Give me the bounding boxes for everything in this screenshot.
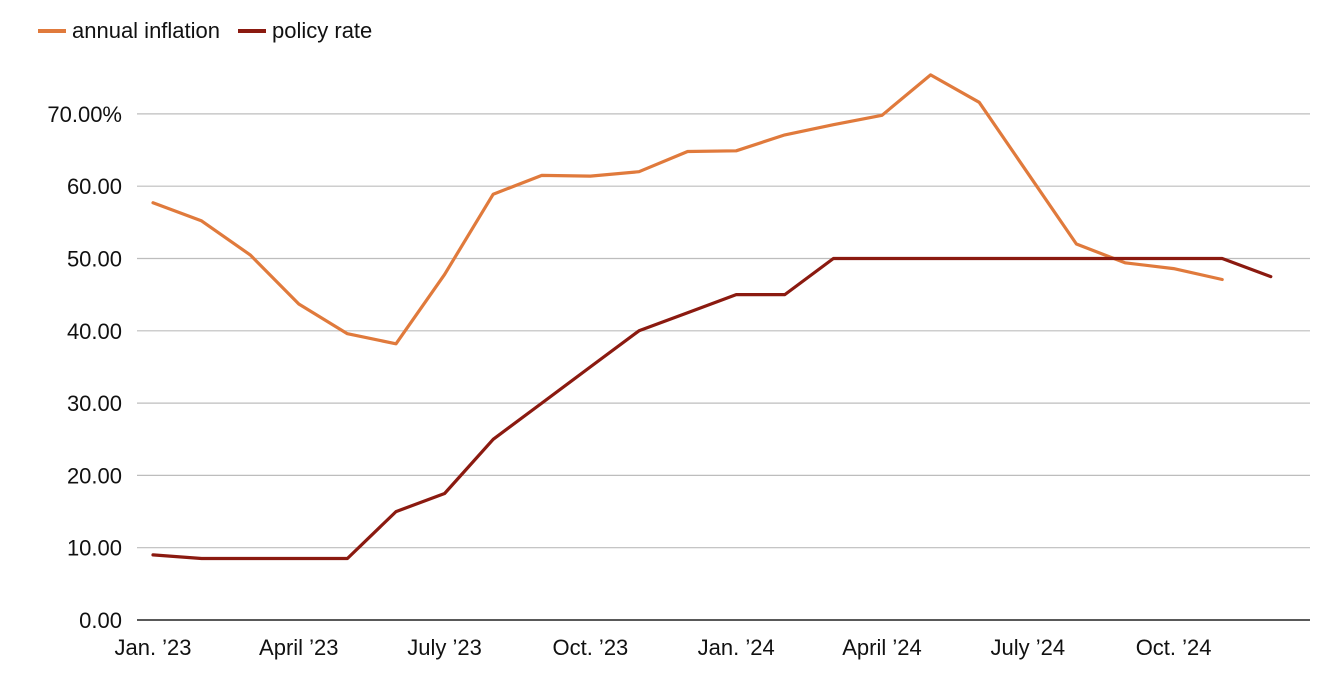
legend-item-policy-rate: policy rate — [238, 18, 372, 44]
legend-label-annual-inflation: annual inflation — [72, 18, 221, 43]
y-tick-label: 10.00 — [67, 536, 122, 561]
x-tick-label: Jan. ’23 — [114, 635, 191, 660]
x-tick-label: July ’23 — [407, 635, 482, 660]
chart-legend: annual inflation policy rate — [38, 18, 390, 44]
x-tick-label: July ’24 — [991, 635, 1066, 660]
x-tick-label: Oct. ’23 — [552, 635, 628, 660]
y-tick-label: 20.00 — [67, 463, 122, 488]
y-tick-label: 40.00 — [67, 319, 122, 344]
legend-swatch-annual-inflation — [38, 29, 66, 33]
y-tick-label: 50.00 — [67, 247, 122, 272]
x-tick-label: Jan. ’24 — [698, 635, 775, 660]
x-tick-label: Oct. ’24 — [1136, 635, 1212, 660]
y-tick-label: 70.00% — [47, 102, 122, 127]
x-tick-label: April ’23 — [259, 635, 338, 660]
y-tick-label: 0.00 — [79, 608, 122, 633]
y-tick-label: 60.00 — [67, 174, 122, 199]
series-line-policy-rate — [151, 256, 1273, 561]
legend-item-annual-inflation: annual inflation — [38, 18, 220, 44]
legend-label-policy-rate: policy rate — [272, 18, 373, 43]
y-tick-label: 30.00 — [67, 391, 122, 416]
series-line-annual-inflation — [151, 73, 1224, 346]
x-tick-label: April ’24 — [842, 635, 921, 660]
legend-swatch-policy-rate — [238, 29, 267, 33]
